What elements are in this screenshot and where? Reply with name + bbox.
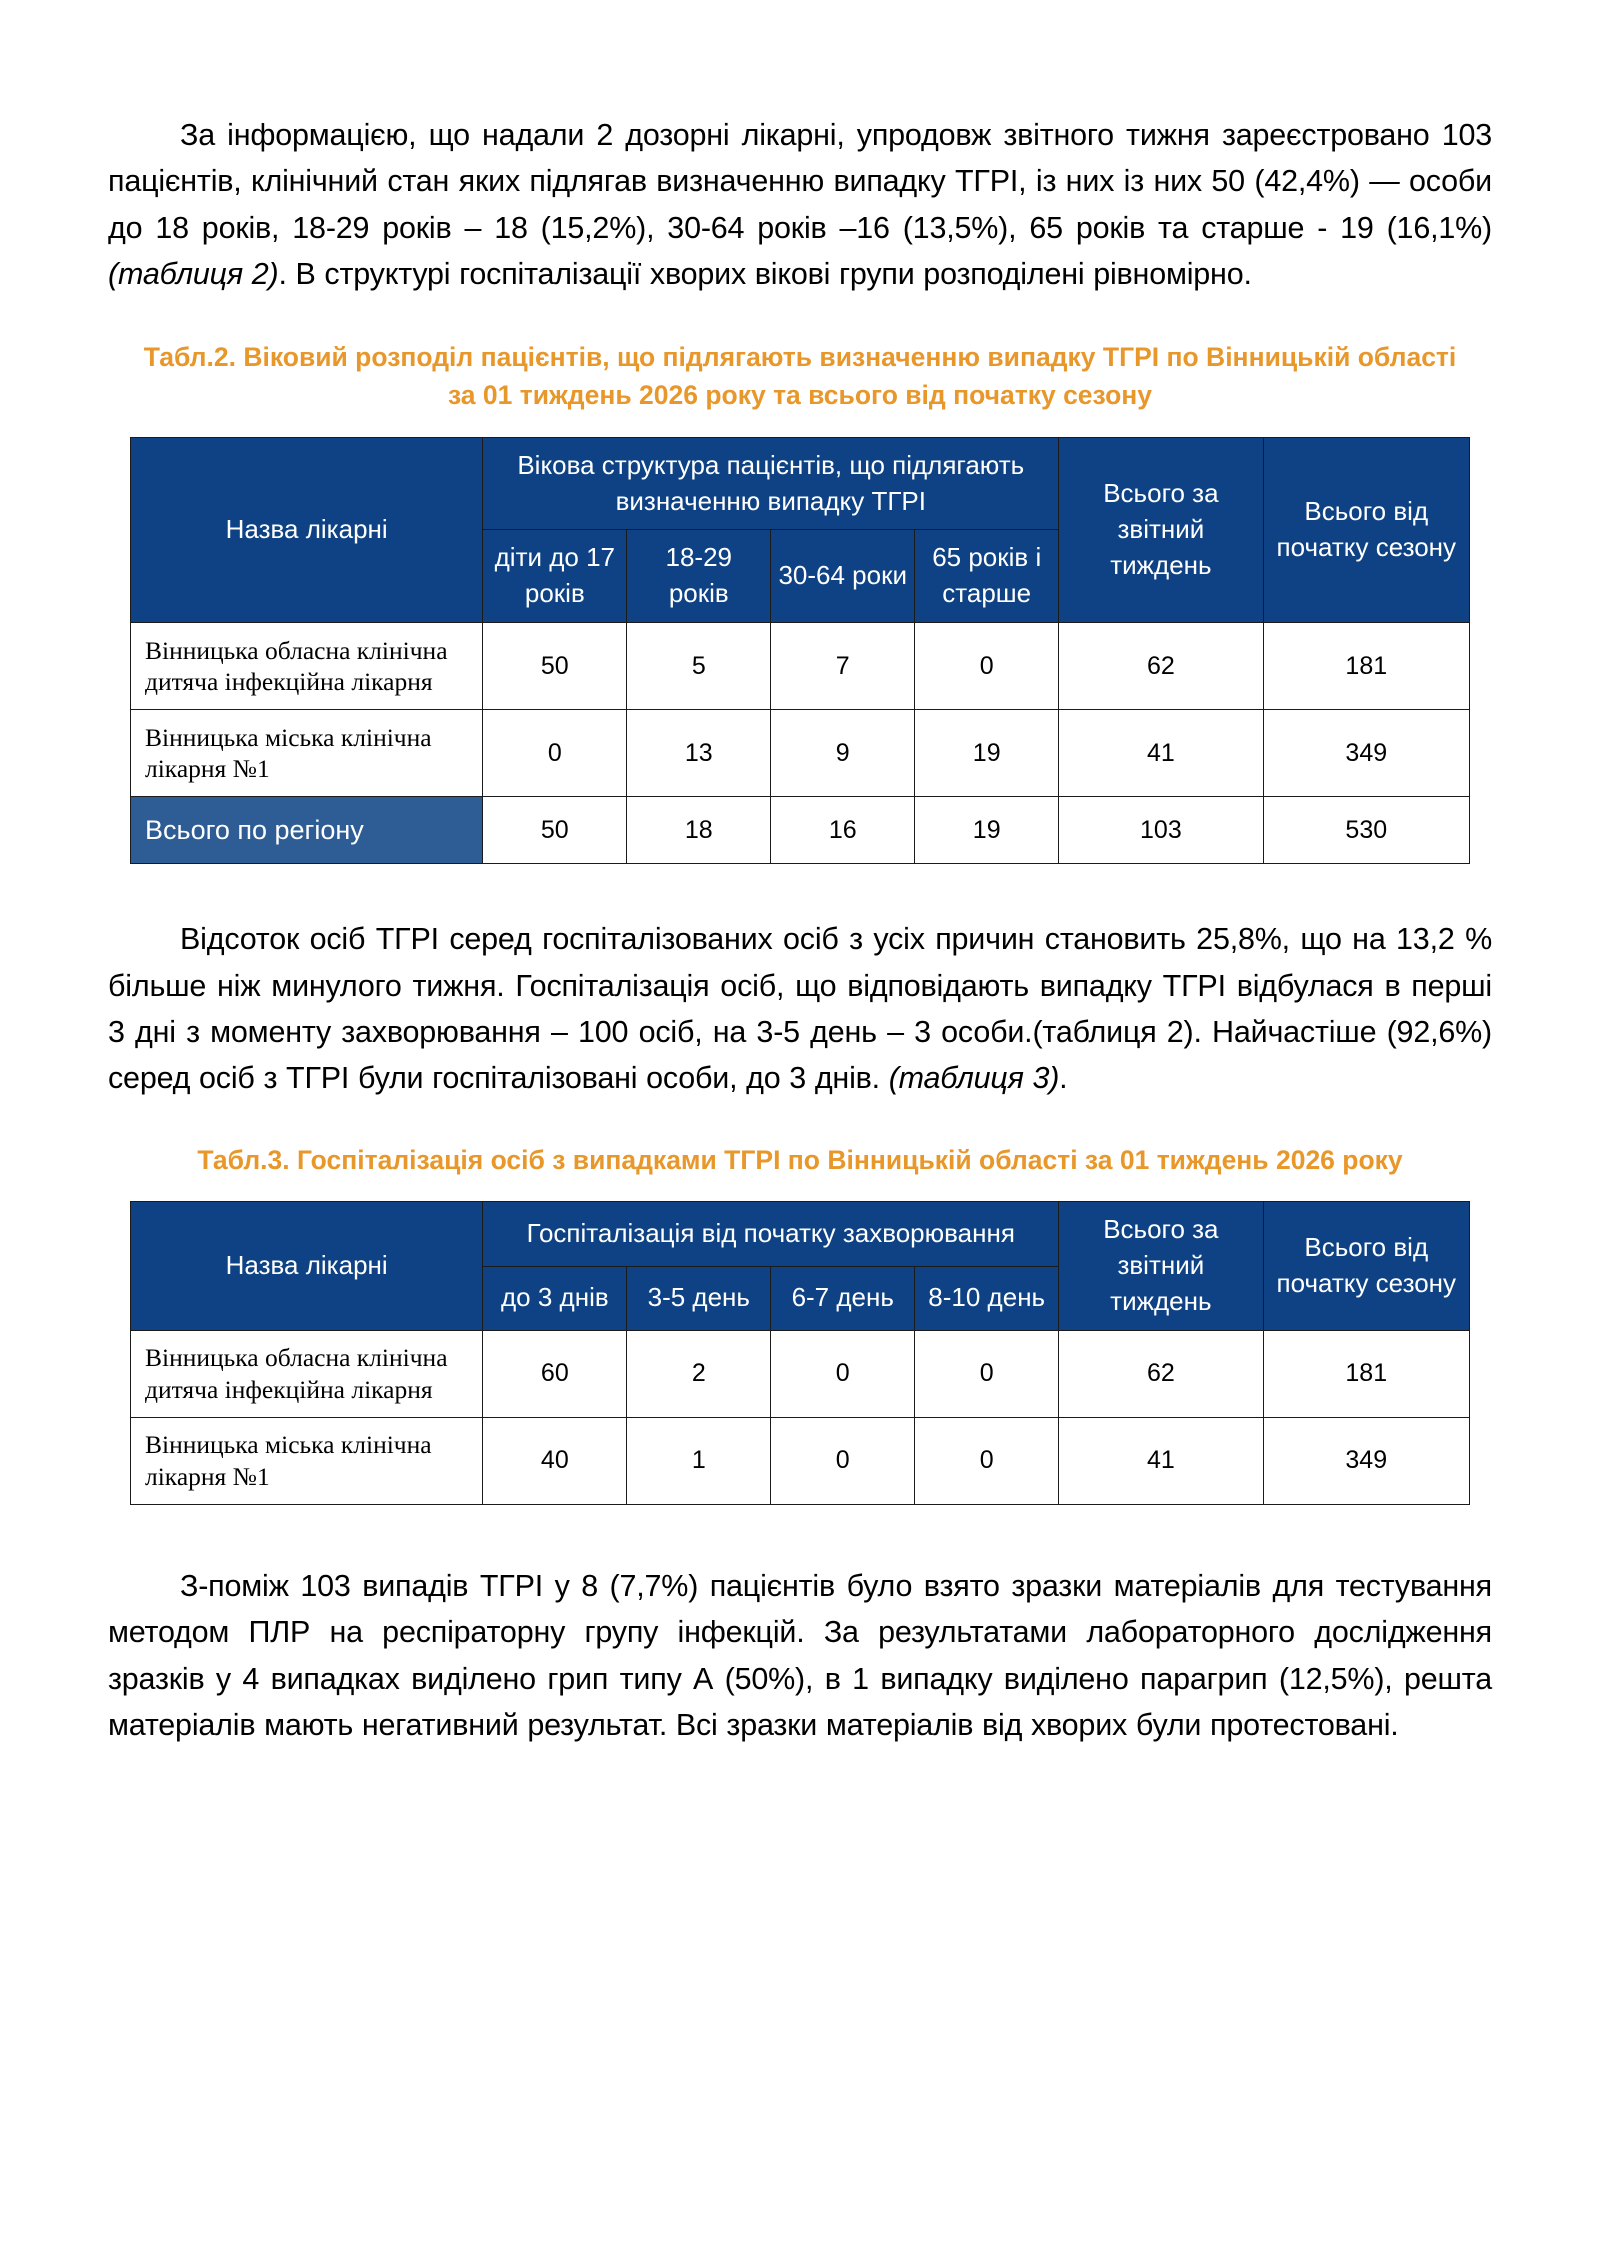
table3-row1-val2: 0 — [770, 1416, 916, 1505]
table2-row1-val1: 13 — [626, 709, 772, 798]
table2-row0-val3: 0 — [914, 622, 1060, 711]
table2-row1-total-week: 41 — [1058, 709, 1264, 798]
spacer — [108, 297, 1492, 339]
spacer — [108, 1102, 1492, 1142]
table3-row1-total-season: 349 — [1262, 1416, 1471, 1505]
table2-row1-total-season: 349 — [1262, 709, 1471, 798]
table2-header-hospital: Назва лікарні — [129, 436, 484, 624]
table2-header-total-season: Всього від початку сезону — [1262, 436, 1471, 624]
table3-head: Назва лікарні Госпіталізація від початку… — [129, 1201, 1471, 1331]
table3-header-sub-3: 8-10 день — [914, 1265, 1060, 1331]
table3-header-total-week: Всього за звітний тиждень — [1058, 1201, 1264, 1331]
table2-row1-val3: 19 — [914, 709, 1060, 798]
table3-row1-val1: 1 — [626, 1416, 772, 1505]
table2-row1-val0: 0 — [482, 709, 628, 798]
table-row: Вінницька міська клінічна лікарня №1 0 1… — [129, 709, 1471, 798]
table3-header-row-2: до 3 днів 3-5 день 6-7 день 8-10 день — [131, 1265, 1470, 1331]
table3-header-sub-0: до 3 днів — [482, 1265, 628, 1331]
table2-total-season: 530 — [1262, 796, 1471, 865]
table2-header-sub-2: 30-64 роки — [770, 529, 916, 624]
table3-row1-val3: 0 — [914, 1416, 1060, 1505]
spacer — [108, 1505, 1492, 1563]
table2-total-val1: 18 — [626, 796, 772, 865]
table3-body: Вінницька обласна клінічна дитяча інфекц… — [129, 1329, 1471, 1505]
table2-total-val2: 16 — [770, 796, 916, 865]
table2-row0-total-week: 62 — [1058, 622, 1264, 711]
table3-row1-val0: 40 — [482, 1416, 628, 1505]
paragraph-percentage-part2: . — [1059, 1061, 1068, 1096]
table2-head: Назва лікарні Вікова структура пацієнтів… — [129, 436, 1471, 624]
table2-total-row: Всього по регіону 50 18 16 19 103 530 — [129, 796, 1471, 865]
table2-total-label: Всього по регіону — [129, 796, 484, 865]
table2-header-row-1: Назва лікарні Вікова структура пацієнтів… — [129, 436, 1471, 624]
table2-row0-val1: 5 — [626, 622, 772, 711]
paragraph-intro-italic-ref: (таблиця 2) — [108, 257, 279, 292]
table3-header-hospital: Назва лікарні — [129, 1201, 484, 1331]
table3-header-group: Госпіталізація від початку захворювання — [482, 1201, 1060, 1267]
paragraph-percentage-part1: Відсоток осіб ТГРІ серед госпіталізовани… — [108, 922, 1492, 1096]
paragraph-lab-results: З-поміж 103 випадів ТГРІ у 8 (7,7%) паці… — [108, 1568, 1492, 1742]
table-row: Вінницька міська клінічна лікарня №1 40 … — [129, 1416, 1471, 1505]
table2-caption: Табл.2. Віковий розподіл пацієнтів, що п… — [143, 342, 1457, 411]
table3-header-sub-2: 6-7 день — [770, 1265, 916, 1331]
table3-caption: Табл.3. Госпіталізація осіб з випадками … — [197, 1144, 1403, 1175]
table2-row0-total-season: 181 — [1262, 622, 1471, 711]
table2-header-sub-1: 18-29 років — [626, 529, 772, 624]
table-row: Вінницька обласна клінічна дитяча інфекц… — [129, 1329, 1471, 1418]
table3-row0-val0: 60 — [482, 1329, 628, 1418]
table3-row0-total-season: 181 — [1262, 1329, 1471, 1418]
paragraph-intro: За інформацією, що надали 2 дозорні ліка… — [108, 112, 1492, 297]
table3-row0-val1: 2 — [626, 1329, 772, 1418]
table3-row0-val2: 0 — [770, 1329, 916, 1418]
table2-total-val0: 50 — [482, 796, 628, 865]
table2-row0-val0: 50 — [482, 622, 628, 711]
table2-row1-val2: 9 — [770, 709, 916, 798]
table3-row0-total-week: 62 — [1058, 1329, 1264, 1418]
table3-row0-val3: 0 — [914, 1329, 1060, 1418]
table3-row1-total-week: 41 — [1058, 1416, 1264, 1505]
table2-header-sub-3: 65 років і старше — [914, 529, 1060, 624]
table-row: Вінницька обласна клінічна дитяча інфекц… — [129, 622, 1471, 711]
table3-row1-hospital: Вінницька міська клінічна лікарня №1 — [129, 1416, 484, 1505]
table2-header-sub-0: діти до 17 років — [482, 529, 628, 624]
paragraph-intro-part2: . В структурі госпіталізації хворих віко… — [278, 257, 1252, 292]
table3-header-sub-1: 3-5 день — [626, 1265, 772, 1331]
table2-row1-hospital: Вінницька міська клінічна лікарня №1 — [129, 709, 484, 798]
table2-total-val3: 19 — [914, 796, 1060, 865]
table-age-distribution: Назва лікарні Вікова структура пацієнтів… — [129, 436, 1471, 865]
paragraph-percentage: Відсоток осіб ТГРІ серед госпіталізовани… — [108, 916, 1492, 1101]
table2-row0-hospital: Вінницька обласна клінічна дитяча інфекц… — [129, 622, 484, 711]
spacer — [108, 864, 1492, 916]
table2-body: Вінницька обласна клінічна дитяча інфекц… — [129, 622, 1471, 865]
paragraph-percentage-italic-ref: (таблиця 3) — [888, 1061, 1060, 1096]
paragraph-intro-part1: За інформацією, що надали 2 дозорні ліка… — [108, 118, 1492, 245]
table2-total-week: 103 — [1058, 796, 1264, 865]
table2-row0-val2: 7 — [770, 622, 916, 711]
table3-row0-hospital: Вінницька обласна клінічна дитяча інфекц… — [129, 1329, 484, 1418]
table3-header-row-1: Назва лікарні Госпіталізація від початку… — [129, 1201, 1471, 1331]
table2-header-total-week: Всього за звітний тиждень — [1058, 436, 1264, 624]
table3-header-total-season: Всього від початку сезону — [1262, 1201, 1471, 1331]
table2-header-group: Вікова структура пацієнтів, що підлягают… — [482, 436, 1060, 531]
table-hospitalization: Назва лікарні Госпіталізація від початку… — [129, 1201, 1471, 1505]
table2-header-row-2: діти до 17 років 18-29 років 30-64 роки … — [131, 529, 1470, 624]
